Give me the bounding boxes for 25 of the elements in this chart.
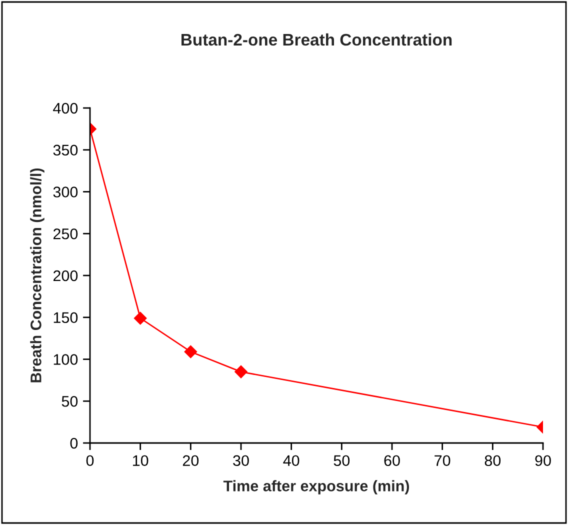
x-tick-label: 80 (484, 455, 501, 466)
x-tick-label: 60 (384, 455, 400, 466)
point (234, 365, 248, 378)
y-tick-label: 0 (70, 438, 78, 449)
x-tick-label: 70 (434, 455, 450, 466)
chart-title: Butan-2-one Breath Concentration (182, 33, 452, 46)
x-axis-title: Time after exposure (min) (223, 480, 409, 494)
point (134, 312, 147, 325)
y-tick-label: 350 (53, 144, 78, 156)
y-tick-label: 400 (53, 102, 78, 114)
y-tick-label: 150 (54, 312, 78, 324)
y-tick-label: 300 (53, 186, 78, 198)
y-tick-label: 100 (54, 354, 78, 365)
x-tick-label: 20 (182, 455, 199, 466)
x-tick-label: 30 (233, 455, 249, 466)
y-tick-label: 250 (53, 228, 78, 240)
x-tick-label: 40 (283, 455, 300, 466)
y-tick-label: 200 (53, 270, 78, 282)
y-tick-label: 50 (62, 396, 78, 407)
x-tick-label: 50 (334, 455, 350, 466)
x-tick-label: 10 (133, 455, 148, 466)
y-axis-title: Breath Concentration (nmol/l) (30, 168, 44, 382)
x-tick-label: 90 (535, 455, 551, 466)
x-tick-label: 0 (86, 455, 94, 466)
point (184, 345, 198, 358)
